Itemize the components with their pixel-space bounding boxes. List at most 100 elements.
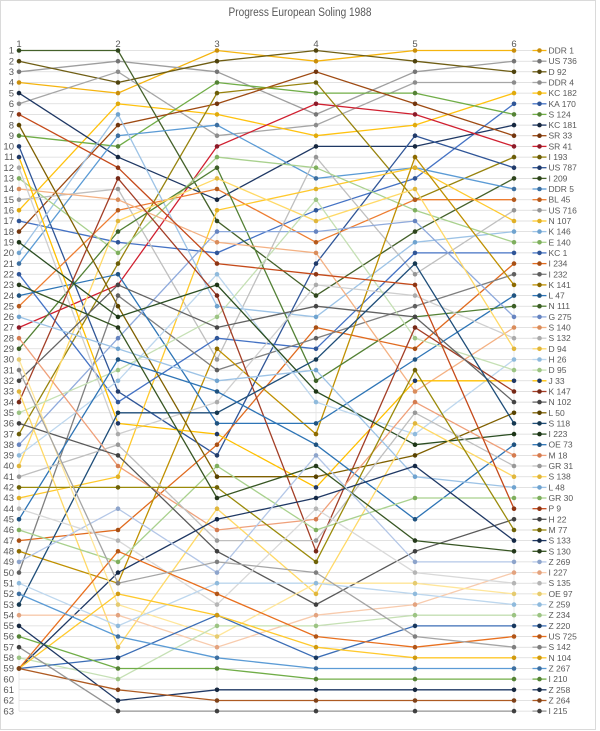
svg-text:46: 46 [3, 525, 14, 536]
svg-text:28: 28 [3, 333, 14, 344]
svg-text:Z 264: Z 264 [549, 696, 571, 706]
svg-text:5: 5 [412, 39, 417, 50]
svg-text:H 26: H 26 [549, 355, 567, 365]
svg-text:I 209: I 209 [549, 173, 568, 183]
svg-text:J 33: J 33 [549, 376, 565, 386]
svg-text:N 104: N 104 [549, 653, 572, 663]
svg-text:I 210: I 210 [549, 674, 568, 684]
svg-text:Z 258: Z 258 [549, 685, 571, 695]
svg-text:SR 33: SR 33 [549, 131, 573, 141]
svg-text:S 130: S 130 [549, 546, 571, 556]
svg-text:S 142: S 142 [549, 642, 571, 652]
svg-text:2: 2 [9, 56, 14, 67]
svg-text:S 132: S 132 [549, 333, 571, 343]
svg-text:3: 3 [214, 39, 219, 50]
svg-text:17: 17 [3, 216, 14, 227]
svg-text:GR 30: GR 30 [549, 493, 574, 503]
svg-text:22: 22 [3, 270, 14, 281]
svg-text:L 47: L 47 [549, 291, 566, 301]
svg-text:14: 14 [3, 184, 14, 195]
svg-text:4: 4 [9, 78, 14, 89]
svg-text:US 725: US 725 [549, 632, 578, 642]
svg-text:G 275: G 275 [549, 312, 572, 322]
svg-text:13: 13 [3, 174, 14, 185]
svg-text:16: 16 [3, 206, 14, 217]
svg-text:S 133: S 133 [549, 536, 571, 546]
svg-text:29: 29 [3, 344, 14, 355]
svg-text:43: 43 [3, 493, 14, 504]
svg-text:OE 73: OE 73 [549, 440, 573, 450]
svg-text:KC 181: KC 181 [549, 120, 578, 130]
svg-text:M 18: M 18 [549, 450, 568, 460]
svg-text:GR 31: GR 31 [549, 461, 574, 471]
svg-text:K 141: K 141 [549, 280, 571, 290]
svg-text:62: 62 [3, 696, 14, 707]
svg-text:BL 45: BL 45 [549, 195, 571, 205]
svg-text:D 95: D 95 [549, 365, 567, 375]
svg-text:19: 19 [3, 238, 14, 249]
svg-text:39: 39 [3, 451, 14, 462]
svg-text:S 124: S 124 [549, 109, 571, 119]
svg-text:KA 170: KA 170 [549, 99, 577, 109]
svg-text:US 787: US 787 [549, 163, 578, 173]
svg-text:48: 48 [3, 547, 14, 558]
svg-text:9: 9 [9, 131, 14, 142]
svg-text:DDR 1: DDR 1 [549, 46, 575, 56]
svg-text:6: 6 [511, 39, 516, 50]
svg-text:2: 2 [115, 39, 120, 50]
svg-text:S 140: S 140 [549, 323, 571, 333]
svg-text:24: 24 [3, 291, 14, 302]
svg-text:DDR 4: DDR 4 [549, 78, 575, 88]
svg-text:I 227: I 227 [549, 568, 568, 578]
svg-text:Z 220: Z 220 [549, 621, 571, 631]
svg-text:I 223: I 223 [549, 429, 568, 439]
svg-text:41: 41 [3, 472, 14, 483]
svg-text:N 102: N 102 [549, 397, 572, 407]
svg-text:25: 25 [3, 301, 14, 312]
svg-text:P 9: P 9 [549, 504, 562, 514]
svg-text:M 77: M 77 [549, 525, 568, 535]
svg-text:47: 47 [3, 536, 14, 547]
svg-text:42: 42 [3, 483, 14, 494]
svg-text:23: 23 [3, 280, 14, 291]
svg-text:N 107: N 107 [549, 216, 572, 226]
svg-text:50: 50 [3, 568, 14, 579]
svg-text:KC 1: KC 1 [549, 248, 568, 258]
svg-text:D 94: D 94 [549, 344, 567, 354]
svg-text:1: 1 [9, 46, 14, 57]
svg-text:59: 59 [3, 664, 14, 675]
svg-text:57: 57 [3, 642, 14, 653]
svg-text:49: 49 [3, 557, 14, 568]
svg-text:58: 58 [3, 653, 14, 664]
svg-text:12: 12 [3, 163, 14, 174]
svg-text:30: 30 [3, 355, 14, 366]
svg-text:I 193: I 193 [549, 152, 568, 162]
svg-text:Z 259: Z 259 [549, 600, 571, 610]
svg-text:3: 3 [9, 67, 14, 78]
svg-text:38: 38 [3, 440, 14, 451]
svg-text:DDR 5: DDR 5 [549, 184, 575, 194]
svg-text:L 50: L 50 [549, 408, 566, 418]
svg-text:H 22: H 22 [549, 514, 567, 524]
svg-text:27: 27 [3, 323, 14, 334]
svg-text:6: 6 [9, 99, 14, 110]
svg-text:Z 269: Z 269 [549, 557, 571, 567]
svg-text:S 118: S 118 [549, 418, 571, 428]
svg-text:1: 1 [16, 39, 21, 50]
svg-text:31: 31 [3, 365, 14, 376]
svg-text:Z 267: Z 267 [549, 664, 571, 674]
svg-text:Progress European Soling 1988: Progress European Soling 1988 [229, 5, 372, 19]
svg-text:34: 34 [3, 397, 14, 408]
svg-text:E 140: E 140 [549, 237, 571, 247]
svg-text:26: 26 [3, 312, 14, 323]
svg-text:40: 40 [3, 461, 14, 472]
svg-text:56: 56 [3, 632, 14, 643]
svg-text:61: 61 [3, 685, 14, 696]
svg-text:OE 97: OE 97 [549, 589, 573, 599]
svg-text:35: 35 [3, 408, 14, 419]
svg-text:KC 182: KC 182 [549, 88, 578, 98]
svg-text:D 92: D 92 [549, 67, 567, 77]
svg-text:K 147: K 147 [549, 387, 571, 397]
svg-text:I 234: I 234 [549, 259, 568, 269]
svg-text:37: 37 [3, 429, 14, 440]
